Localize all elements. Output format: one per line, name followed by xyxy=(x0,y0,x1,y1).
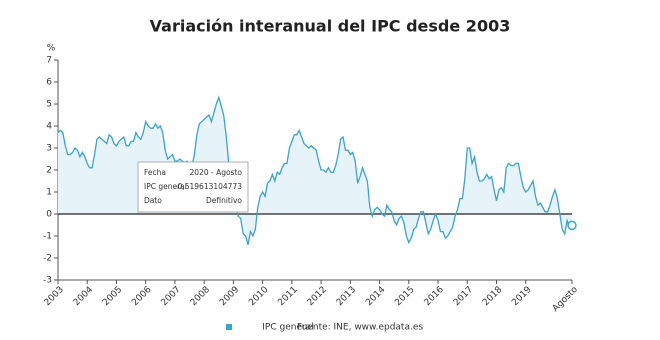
tooltip-key: IPC general xyxy=(144,182,187,191)
y-tick-label: 0 xyxy=(46,210,52,220)
legend-swatch xyxy=(226,324,232,330)
tooltip-key: Fecha xyxy=(144,168,166,177)
y-tick-label: 5 xyxy=(46,100,52,110)
tooltip-value: Definitivo xyxy=(206,196,242,205)
y-tick-label: -1 xyxy=(43,232,52,242)
line xyxy=(57,95,573,245)
y-unit: % xyxy=(47,44,56,54)
legend-label: IPC general xyxy=(262,323,313,333)
chart-title: Variación interanual del IPC desde 2003 xyxy=(150,17,511,36)
highlight-point xyxy=(567,220,577,231)
y-tick-label: 4 xyxy=(46,122,52,132)
y-tick-label: 6 xyxy=(46,78,52,88)
y-tick-label: 2 xyxy=(46,166,52,176)
tooltip-value: -0,519613104773 xyxy=(175,182,242,191)
y-tick-label: 3 xyxy=(46,144,52,154)
y-tick-label: 1 xyxy=(46,188,52,198)
tooltip-value: 2020 - Agosto xyxy=(190,168,243,177)
tooltip-key: Dato xyxy=(144,196,162,205)
tooltip-box xyxy=(137,161,249,213)
y-tick-label: -3 xyxy=(43,276,52,286)
y-tick-label: 7 xyxy=(46,56,52,66)
y-tick-label: -2 xyxy=(43,254,52,264)
source: Fuente: INE, www.epdata.es xyxy=(297,323,423,333)
